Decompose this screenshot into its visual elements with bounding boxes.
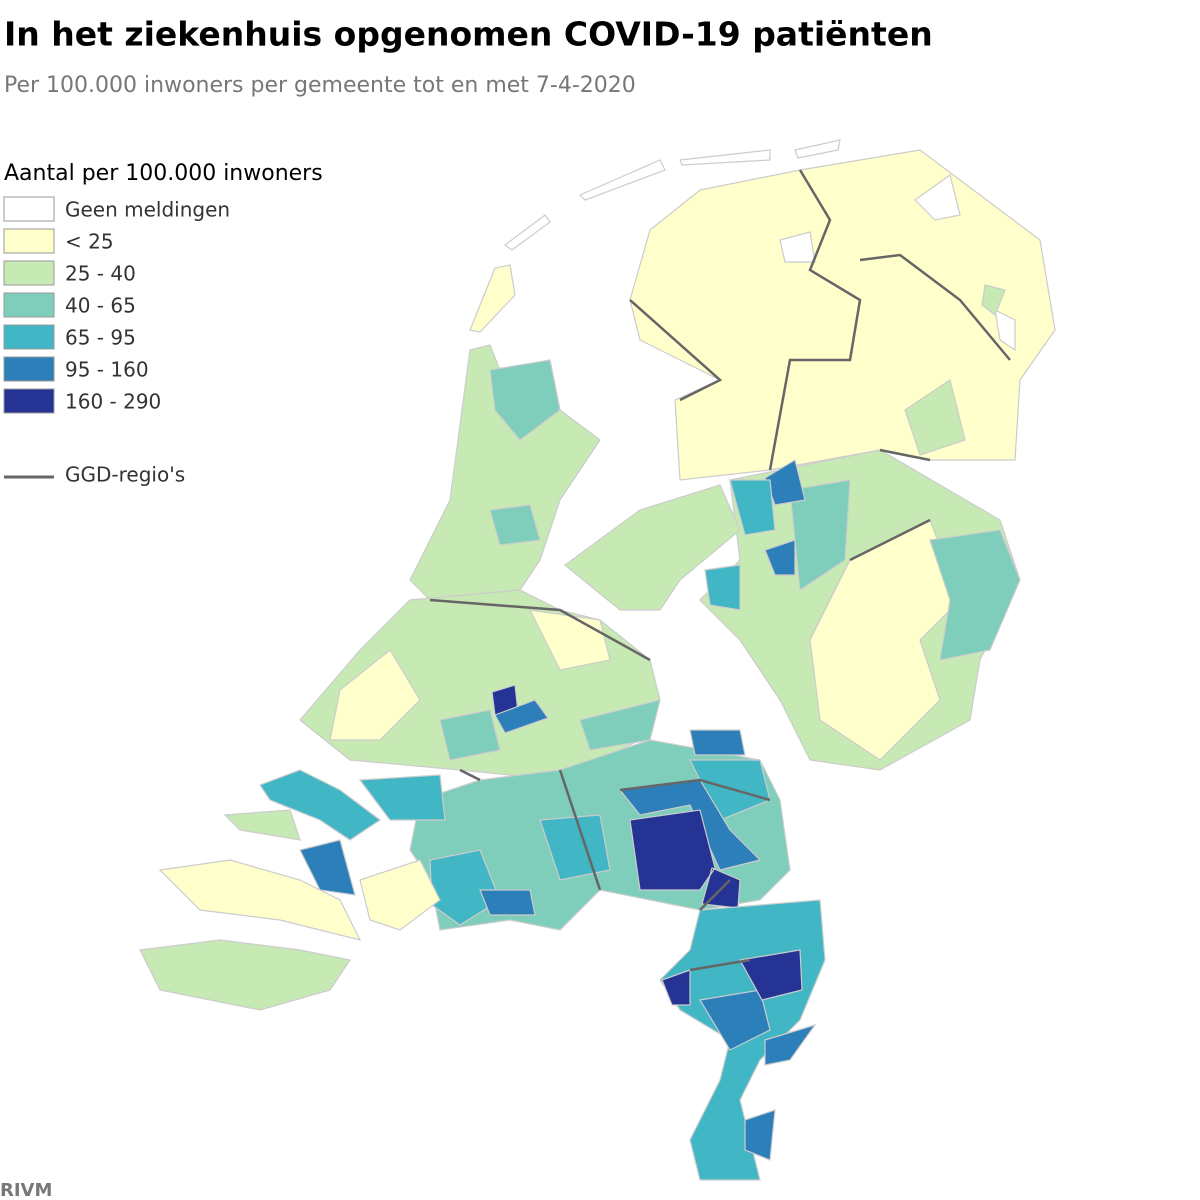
region: [469, 264, 516, 333]
region: [139, 809, 351, 1011]
source: RIVM: [0, 1180, 52, 1200]
region: [259, 769, 446, 841]
region: [329, 609, 611, 741]
region: [489, 359, 561, 546]
legend-swatch: [3, 388, 55, 414]
region: [704, 479, 776, 611]
ggd-boundary: [429, 169, 1011, 972]
region: [629, 149, 1056, 481]
legend-label: 160 - 290: [65, 390, 161, 414]
region: [904, 284, 1006, 456]
legend-title: Aantal per 100.000 inwoners: [4, 161, 323, 186]
legend-label: < 25: [65, 230, 114, 254]
region: [158, 859, 441, 941]
region: [789, 479, 1021, 661]
legend-label: 25 - 40: [65, 262, 136, 286]
legend-swatch: [3, 196, 55, 222]
legend-swatch: [3, 260, 55, 286]
legend-boundary-label: GGD-regio's: [65, 463, 185, 487]
legend-label: Geen meldingen: [65, 198, 230, 222]
map: [139, 139, 1056, 1181]
region: [564, 484, 741, 611]
region: [479, 729, 762, 916]
subtitle: Per 100.000 inwoners per gemeente tot en…: [4, 73, 636, 98]
legend-swatch: [3, 356, 55, 382]
legend-label: 95 - 160: [65, 358, 149, 382]
legend-swatch: [3, 324, 55, 350]
legend-swatch: [3, 292, 55, 318]
legend-swatch: [3, 228, 55, 254]
legend-label: 65 - 95: [65, 326, 136, 350]
title: In het ziekenhuis opgenomen COVID-19 pat…: [4, 15, 933, 54]
region: [699, 989, 817, 1161]
region: [779, 173, 1016, 352]
region: [494, 699, 549, 734]
region: [661, 949, 803, 1006]
region: [299, 839, 356, 896]
legend-label: 40 - 65: [65, 294, 136, 318]
legend: Geen meldingen < 25 25 - 40 40 - 65 65 - 95 9…: [3, 196, 230, 487]
region: [503, 139, 841, 251]
